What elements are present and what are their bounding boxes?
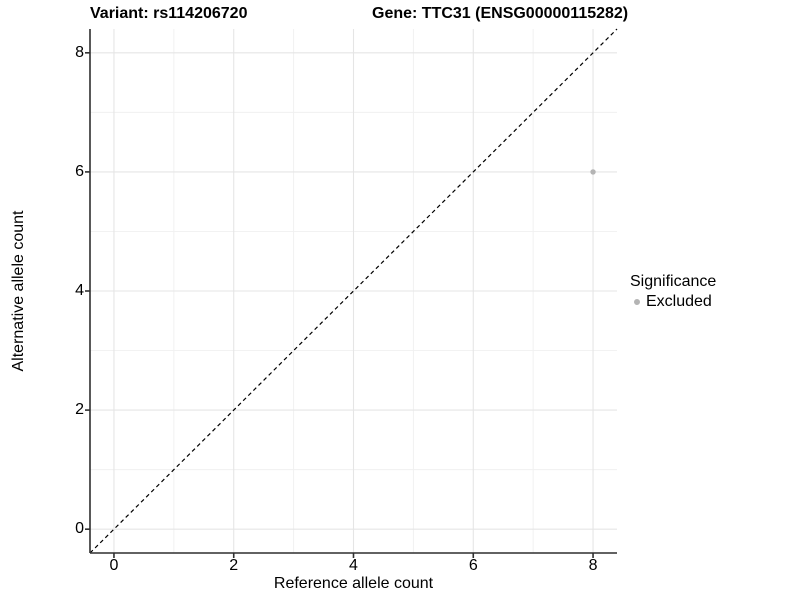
x-axis-title: Reference allele count [273,575,434,592]
data-point [590,169,596,175]
identity-reference-line [89,28,618,554]
legend-point-icon [634,299,640,305]
x-tick-label: 4 [349,557,358,574]
x-tick-label: 6 [468,557,478,574]
y-tick-label: 6 [75,162,84,180]
y-tick-label: 4 [75,282,84,299]
legend-title: Significance [630,273,717,290]
x-tick-label: 8 [588,557,598,574]
plot-title-gene: Gene: TTC31 (ENSG00000115282) [372,5,629,22]
plot-title-variant: Variant: rs114206720 [90,5,248,22]
x-tick-label: 0 [109,557,119,574]
legend: Significance Excluded [630,273,716,311]
y-axis-title: Alternative allele count [10,210,27,372]
legend-item-label: Excluded [646,293,712,310]
y-tick-label: 2 [75,401,84,419]
y-tick-label: 0 [75,520,84,538]
y-tick-label: 8 [75,43,84,61]
x-tick-label: 2 [229,557,239,574]
legend-item-excluded: Excluded [630,293,716,311]
